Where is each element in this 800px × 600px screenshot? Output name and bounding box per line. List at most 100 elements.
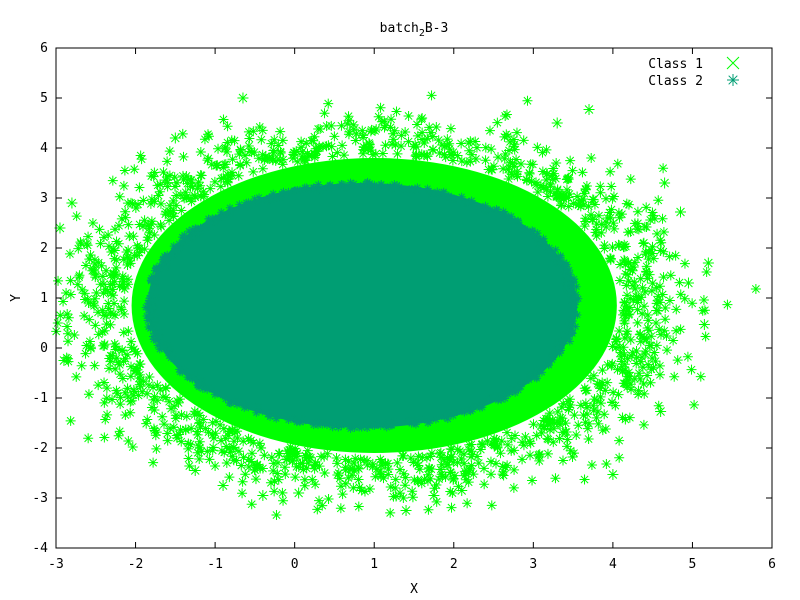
class-2-point xyxy=(252,408,261,417)
class-1-point xyxy=(604,207,615,218)
x-axis-label: X xyxy=(410,582,418,597)
class-1-point xyxy=(297,146,308,157)
class-1-point xyxy=(532,187,543,198)
class-1-point xyxy=(590,227,601,238)
class-1-point xyxy=(488,161,499,172)
class-1-point xyxy=(268,145,279,156)
class-1-point xyxy=(139,244,150,255)
class-1-point xyxy=(259,450,270,461)
class-1-point xyxy=(606,204,617,215)
class-1-point xyxy=(555,412,566,423)
class-2-point xyxy=(309,183,318,192)
class-1-point xyxy=(480,142,491,153)
class-1-point xyxy=(332,458,343,469)
class-1-point xyxy=(155,179,166,190)
class-1-point xyxy=(638,379,649,390)
class-1-point xyxy=(277,487,288,498)
class-1-point xyxy=(233,170,244,181)
class-1-point xyxy=(635,273,646,284)
class-1-point xyxy=(699,305,710,316)
class-1-point xyxy=(631,352,642,363)
class-1-point xyxy=(97,326,108,337)
class-2-point xyxy=(548,352,557,361)
class-1-point xyxy=(639,301,650,312)
class-1-point xyxy=(614,435,625,446)
class-1-point xyxy=(499,153,510,164)
class-2-point xyxy=(572,290,581,299)
class-1-point xyxy=(129,164,140,175)
class-2-point xyxy=(463,199,472,208)
class-1-point xyxy=(111,262,122,273)
class-1-point xyxy=(107,284,118,295)
class-1-point xyxy=(307,474,318,485)
class-1-point xyxy=(608,218,619,229)
class-1-point xyxy=(310,143,321,154)
class-1-point xyxy=(281,454,292,465)
class-1-point xyxy=(548,423,559,434)
class-1-point xyxy=(638,238,649,249)
class-1-point xyxy=(583,418,594,429)
class-1-point xyxy=(580,213,591,224)
y-tick-label: 5 xyxy=(40,91,48,106)
class-1-point xyxy=(504,161,515,172)
class-1-point xyxy=(165,206,176,217)
class-1-point xyxy=(151,443,162,454)
class-2-point xyxy=(284,187,293,196)
class-1-point xyxy=(527,159,538,170)
class-1-point xyxy=(273,140,284,151)
class-2-point xyxy=(565,289,574,298)
class-1-point xyxy=(526,176,537,187)
class-1-point xyxy=(658,163,669,174)
class-1-point xyxy=(161,383,172,394)
class-2-point xyxy=(431,415,440,424)
class-1-point xyxy=(103,229,114,240)
x-tick-label: 1 xyxy=(370,557,378,572)
class-1-point xyxy=(169,172,180,183)
class-1-point xyxy=(586,460,597,471)
class-1-point xyxy=(445,486,456,497)
class-1-point xyxy=(452,150,463,161)
class-2-point xyxy=(254,197,263,206)
class-2-point xyxy=(548,351,557,360)
class-1-point xyxy=(93,329,104,340)
class-2-point xyxy=(555,349,564,358)
class-2-point xyxy=(184,227,193,236)
class-2-point xyxy=(144,299,153,308)
class-1-point xyxy=(653,400,664,411)
class-1-point xyxy=(456,454,467,465)
class-1-point xyxy=(700,331,711,342)
class-2-point xyxy=(291,186,300,195)
class-2-point xyxy=(502,386,511,395)
class-1-point xyxy=(269,476,280,487)
class-1-point xyxy=(183,174,194,185)
class-1-point xyxy=(219,447,230,458)
class-1-point xyxy=(108,309,119,320)
class-1-point xyxy=(532,142,543,153)
class-1-point xyxy=(138,376,149,387)
class-1-point xyxy=(400,505,412,516)
class-1-point xyxy=(654,324,665,335)
class-1-point xyxy=(641,202,652,213)
class-1-point xyxy=(624,371,635,382)
class-2-point xyxy=(267,193,276,202)
class-2-point xyxy=(530,373,539,382)
class-2-point xyxy=(517,378,526,387)
class-1-point xyxy=(248,166,259,177)
class-1-point xyxy=(347,470,358,481)
class-1-point xyxy=(289,449,300,460)
class-1-point xyxy=(222,121,233,132)
class-2-point xyxy=(218,214,227,223)
class-2-point xyxy=(537,368,546,377)
class-1-point xyxy=(379,122,390,133)
class-1-point xyxy=(675,206,687,218)
class-1-point xyxy=(431,122,442,133)
class-1-point xyxy=(637,282,648,293)
class-2-point xyxy=(448,407,457,416)
class-1-point xyxy=(116,304,127,315)
class-1-point xyxy=(545,418,556,429)
class-1-point xyxy=(478,463,489,474)
class-1-point xyxy=(386,114,397,125)
class-1-point xyxy=(647,278,658,289)
class-2-point xyxy=(560,271,569,280)
class-1-point xyxy=(583,104,595,115)
